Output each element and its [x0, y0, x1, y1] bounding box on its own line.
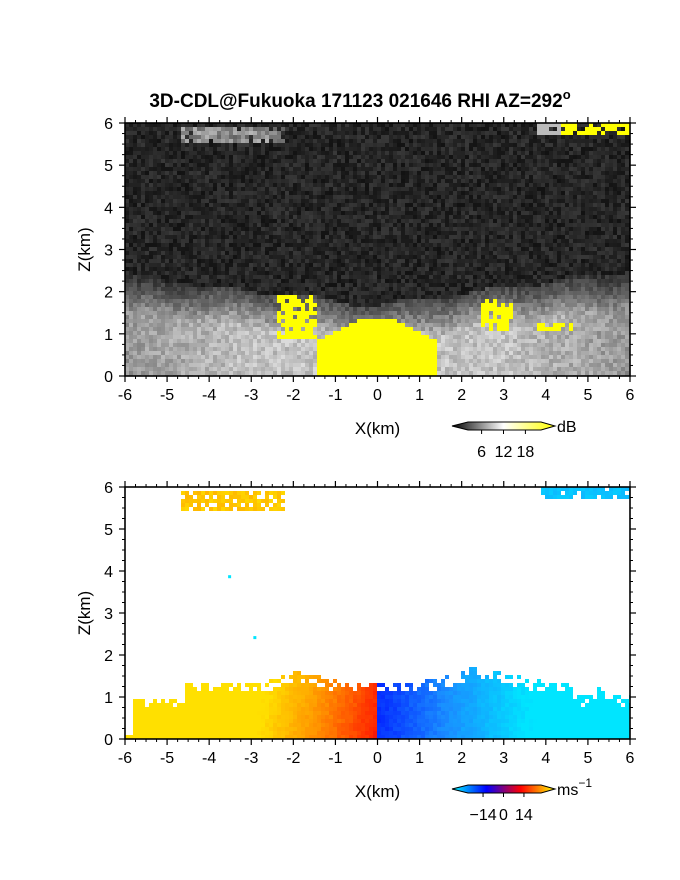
x-tick-label: 4 — [541, 750, 550, 767]
y-tick-label: 3 — [104, 606, 113, 623]
x-tick-label: -2 — [286, 750, 300, 767]
x-axis-label: X(km) — [355, 782, 400, 801]
x-tick-label: 0 — [373, 387, 382, 404]
data-field — [125, 487, 630, 739]
x-tick-label: 2 — [457, 387, 466, 404]
x-tick-label: 2 — [457, 750, 466, 767]
y-tick-label: 5 — [104, 158, 113, 175]
colorbar-unit: ms−1 — [557, 776, 592, 799]
colorbar-tick-label: −14 — [469, 807, 496, 824]
colorbar — [451, 784, 557, 794]
x-tick-label: 0 — [373, 750, 382, 767]
x-tick-label: 3 — [499, 387, 508, 404]
y-axis-label: Z(km) — [75, 591, 94, 635]
y-tick-label: 0 — [104, 732, 113, 749]
x-tick-label: -1 — [328, 387, 342, 404]
y-tick-label: 4 — [104, 564, 113, 581]
chart-title: 3D-CDL@Fukuoka 171123 021646 RHI AZ=292o — [149, 87, 570, 112]
x-tick-label: 6 — [626, 750, 635, 767]
x-tick-label: 1 — [415, 750, 424, 767]
y-tick-label: 5 — [104, 522, 113, 539]
x-tick-label: -2 — [286, 387, 300, 404]
y-axis-label: Z(km) — [75, 227, 94, 271]
x-tick-label: 1 — [415, 387, 424, 404]
colorbar-tick-label: 12 — [495, 444, 513, 461]
colorbar-tick-label: 14 — [515, 807, 533, 824]
x-tick-label: -4 — [202, 387, 216, 404]
x-tick-label: 5 — [583, 750, 592, 767]
x-tick-label: 4 — [541, 387, 550, 404]
y-tick-label: 3 — [104, 243, 113, 260]
colorbar-tick-label: 18 — [517, 444, 535, 461]
x-tick-label: -1 — [328, 750, 342, 767]
data-field — [125, 123, 630, 376]
colorbar-unit: dB — [557, 419, 577, 436]
x-tick-label: -3 — [244, 387, 258, 404]
y-tick-label: 1 — [104, 690, 113, 707]
colorbar-tick-label: 0 — [499, 807, 508, 824]
x-tick-label: -4 — [202, 750, 216, 767]
colorbar — [451, 421, 557, 431]
speckle — [253, 636, 257, 640]
y-tick-label: 2 — [104, 285, 113, 302]
y-tick-label: 6 — [104, 116, 113, 133]
colorbar-tick-label: 6 — [477, 444, 486, 461]
x-tick-label: -5 — [160, 387, 174, 404]
y-tick-label: 2 — [104, 648, 113, 665]
x-tick-label: -5 — [160, 750, 174, 767]
x-tick-label: -6 — [118, 387, 132, 404]
x-tick-label: 3 — [499, 750, 508, 767]
x-tick-label: -6 — [118, 750, 132, 767]
x-axis-label: X(km) — [355, 419, 400, 438]
x-tick-label: 5 — [583, 387, 592, 404]
y-tick-label: 6 — [104, 480, 113, 497]
y-tick-label: 1 — [104, 327, 113, 344]
x-tick-label: 6 — [626, 387, 635, 404]
y-tick-label: 4 — [104, 200, 113, 217]
x-tick-label: -3 — [244, 750, 258, 767]
y-tick-label: 0 — [104, 369, 113, 386]
speckle — [228, 575, 232, 579]
